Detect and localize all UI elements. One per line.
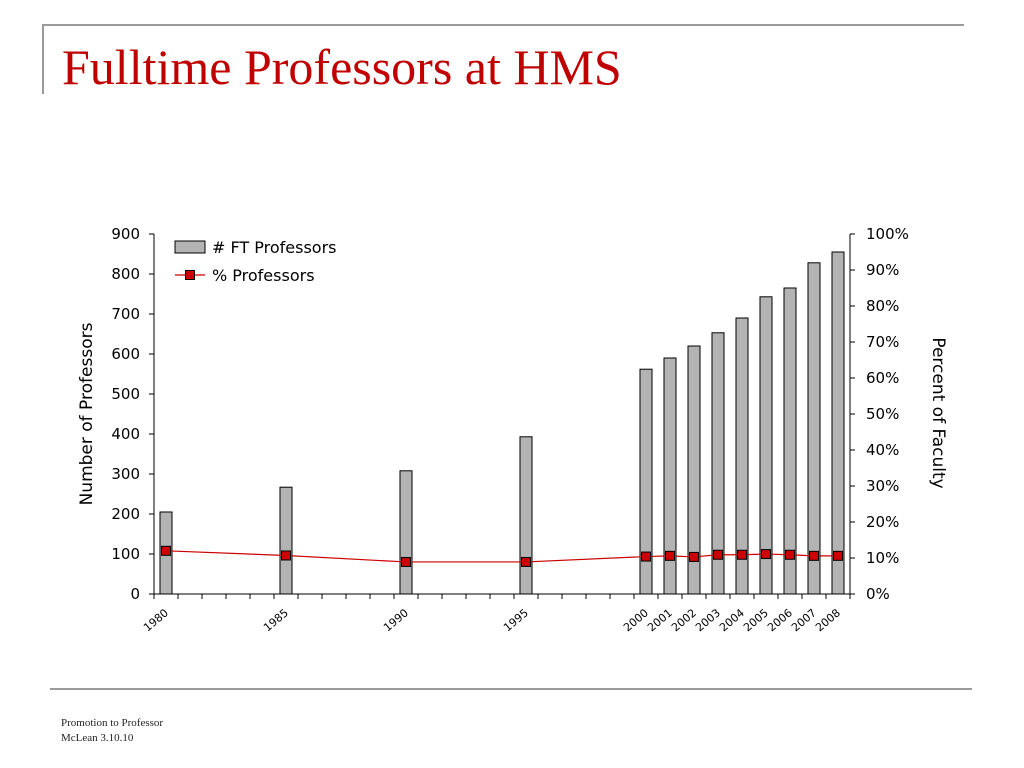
percent-point-2004 — [737, 549, 747, 560]
frame-vertical-rule — [42, 24, 44, 94]
y2-tick-label: 90% — [866, 261, 899, 279]
y-tick-label: 400 — [111, 425, 140, 443]
footer-rule — [50, 688, 972, 690]
x-tick-label: 1990 — [381, 606, 411, 634]
x-tick-label: 1980 — [141, 606, 171, 634]
y2-tick-label: 10% — [866, 549, 899, 567]
y2-tick-label: 70% — [866, 333, 899, 351]
legend-marker-swatch — [185, 270, 195, 280]
percent-point-2000 — [641, 551, 651, 562]
percent-point-2007 — [809, 550, 819, 561]
bar-1985 — [279, 486, 293, 595]
y2-tick-label: 0% — [866, 585, 890, 603]
percent-point-1995 — [521, 556, 531, 567]
percent-point-2008 — [833, 550, 843, 561]
y2-tick-label: 40% — [866, 441, 899, 459]
y-tick-label: 800 — [111, 265, 140, 283]
percent-point-2003 — [713, 549, 723, 560]
x-tick-label: 1995 — [501, 606, 531, 634]
x-tick-label: 2000 — [621, 606, 651, 634]
percent-point-2006 — [785, 549, 795, 560]
bar-2008 — [831, 251, 845, 595]
y-tick-label: 500 — [111, 385, 140, 403]
percent-point-2005 — [761, 549, 771, 560]
y2-tick-label: 20% — [866, 513, 899, 531]
bar-1995 — [519, 436, 533, 595]
percent-point-1980 — [161, 545, 171, 556]
legend-label-bars: # FT Professors — [212, 238, 337, 257]
x-tick-label: 1985 — [261, 606, 291, 634]
y2-tick-label: 100% — [866, 225, 909, 243]
x-tick-label: 2002 — [669, 606, 699, 634]
legend-label-percent: % Professors — [212, 266, 315, 285]
x-tick-label: 2006 — [765, 606, 795, 634]
percent-point-1990 — [401, 556, 411, 567]
legend-bar-swatch — [174, 240, 206, 254]
y2-tick-label: 30% — [866, 477, 899, 495]
x-tick-label: 2001 — [645, 606, 675, 634]
frame-top-rule — [42, 24, 964, 26]
bar-1990 — [399, 470, 413, 595]
percent-point-2001 — [665, 550, 675, 561]
y-tick-label: 600 — [111, 345, 140, 363]
y2-tick-label: 60% — [866, 369, 899, 387]
y2-tick-label: 80% — [866, 297, 899, 315]
x-tick-label: 2008 — [813, 606, 843, 634]
y-tick-label: 900 — [111, 225, 140, 243]
percent-point-2002 — [689, 551, 699, 562]
footer-line-1: Promotion to Professor — [61, 717, 164, 729]
y-tick-label: 0 — [130, 585, 140, 603]
y-axis-title: Number of Professors — [77, 322, 97, 505]
y2-axis-title: Percent of Faculty — [928, 337, 948, 488]
slide-title: Fulltime Professors at HMS — [62, 39, 622, 95]
percent-point-1985 — [281, 550, 291, 561]
x-tick-label: 2003 — [693, 606, 723, 634]
y-tick-label: 300 — [111, 465, 140, 483]
x-tick-label: 2005 — [741, 606, 771, 634]
y-tick-label: 700 — [111, 305, 140, 323]
y2-tick-label: 50% — [866, 405, 899, 423]
x-tick-label: 2004 — [717, 606, 747, 634]
y-tick-label: 100 — [111, 545, 140, 563]
footer-line-2: McLean 3.10.10 — [61, 732, 134, 744]
bar-2006 — [783, 287, 797, 595]
y-tick-label: 200 — [111, 505, 140, 523]
bar-2007 — [807, 262, 821, 595]
x-tick-label: 2007 — [789, 606, 819, 634]
